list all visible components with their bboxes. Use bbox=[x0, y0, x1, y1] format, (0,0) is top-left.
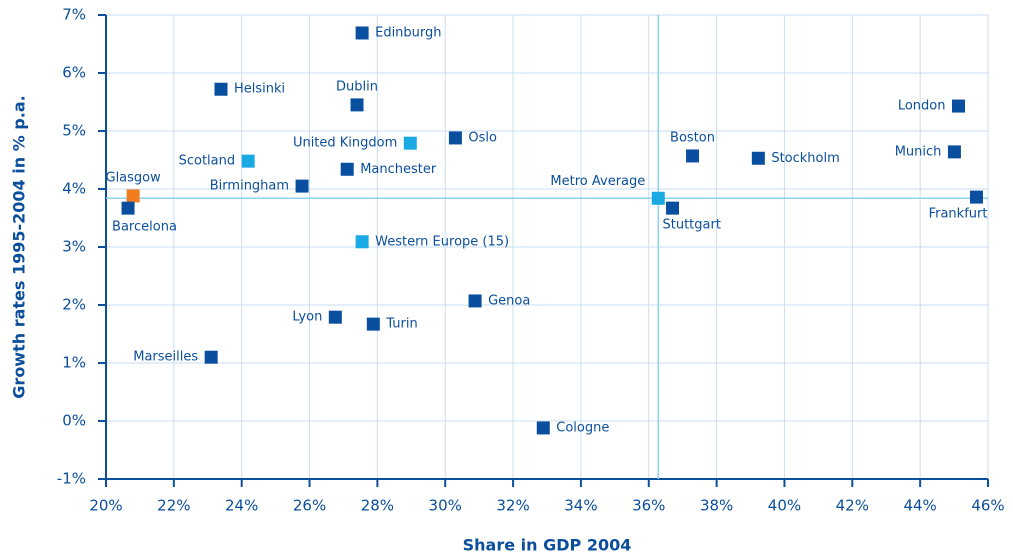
point bbox=[204, 350, 218, 364]
point-label: Manchester bbox=[360, 162, 437, 177]
point-label: Glasgow bbox=[106, 170, 162, 185]
x-tick-label: 46% bbox=[971, 497, 1004, 515]
point-label: Genoa bbox=[488, 293, 530, 308]
y-tick-label: 4% bbox=[62, 180, 86, 198]
point-label: Stuttgart bbox=[663, 218, 721, 233]
x-tick-label: 36% bbox=[632, 497, 665, 515]
point-label: Edinburgh bbox=[375, 25, 441, 40]
point bbox=[403, 136, 417, 150]
point bbox=[295, 179, 309, 193]
x-tick-label: 30% bbox=[429, 497, 462, 515]
x-tick-label: 28% bbox=[361, 497, 394, 515]
y-tick-label: 0% bbox=[62, 412, 86, 430]
point-label: Marseilles bbox=[133, 350, 198, 365]
point bbox=[366, 317, 380, 331]
point bbox=[468, 294, 482, 308]
point-label: Dublin bbox=[336, 79, 378, 94]
x-axis-title: Share in GDP 2004 bbox=[463, 536, 632, 555]
x-tick-label: 40% bbox=[768, 497, 801, 515]
point-label: Stockholm bbox=[771, 151, 839, 166]
x-tick-label: 42% bbox=[836, 497, 869, 515]
point-label: London bbox=[898, 99, 946, 114]
point bbox=[340, 162, 354, 176]
point bbox=[751, 151, 765, 165]
point-label: Frankfurt bbox=[929, 207, 988, 222]
x-tick-label: 20% bbox=[89, 497, 122, 515]
point bbox=[121, 201, 135, 215]
y-tick-label: 1% bbox=[62, 354, 86, 372]
y-tick-label: -1% bbox=[57, 470, 86, 488]
y-tick-label: 7% bbox=[62, 6, 86, 24]
point-label: Western Europe (15) bbox=[375, 234, 509, 249]
x-tick-label: 44% bbox=[903, 497, 936, 515]
point-label: Oslo bbox=[468, 130, 497, 145]
x-tick-label: 22% bbox=[157, 497, 190, 515]
point bbox=[969, 190, 983, 204]
y-tick-label: 5% bbox=[62, 122, 86, 140]
point-label: Helsinki bbox=[234, 82, 285, 97]
point-label: Boston bbox=[670, 130, 715, 145]
point-label: Metro Average bbox=[550, 174, 645, 189]
x-tick-label: 32% bbox=[496, 497, 529, 515]
point bbox=[355, 235, 369, 249]
point-label: United Kingdom bbox=[293, 136, 397, 151]
point-label: Munich bbox=[895, 144, 942, 159]
point-label: Cologne bbox=[556, 420, 609, 435]
point bbox=[350, 98, 364, 112]
x-tick-label: 34% bbox=[564, 497, 597, 515]
point bbox=[214, 82, 228, 96]
x-tick-label: 38% bbox=[700, 497, 733, 515]
point-label: Turin bbox=[385, 317, 417, 332]
point-label: Birmingham bbox=[210, 179, 289, 194]
x-tick-label: 26% bbox=[293, 497, 326, 515]
point bbox=[951, 99, 965, 113]
point bbox=[651, 191, 665, 205]
y-axis-title: Growth rates 1995-2004 in % p.a. bbox=[10, 95, 29, 398]
point-label: Barcelona bbox=[112, 220, 177, 235]
x-tick-label: 24% bbox=[225, 497, 258, 515]
point-label: Scotland bbox=[179, 154, 236, 169]
point bbox=[686, 149, 700, 163]
point bbox=[126, 189, 140, 203]
point bbox=[355, 26, 369, 40]
point bbox=[241, 154, 255, 168]
y-tick-label: 6% bbox=[62, 64, 86, 82]
point bbox=[448, 131, 462, 145]
point-label: Lyon bbox=[292, 310, 322, 325]
y-tick-label: 2% bbox=[62, 296, 86, 314]
point bbox=[536, 421, 550, 435]
point bbox=[947, 145, 961, 159]
point bbox=[328, 310, 342, 324]
y-tick-label: 3% bbox=[62, 238, 86, 256]
point bbox=[666, 201, 680, 215]
